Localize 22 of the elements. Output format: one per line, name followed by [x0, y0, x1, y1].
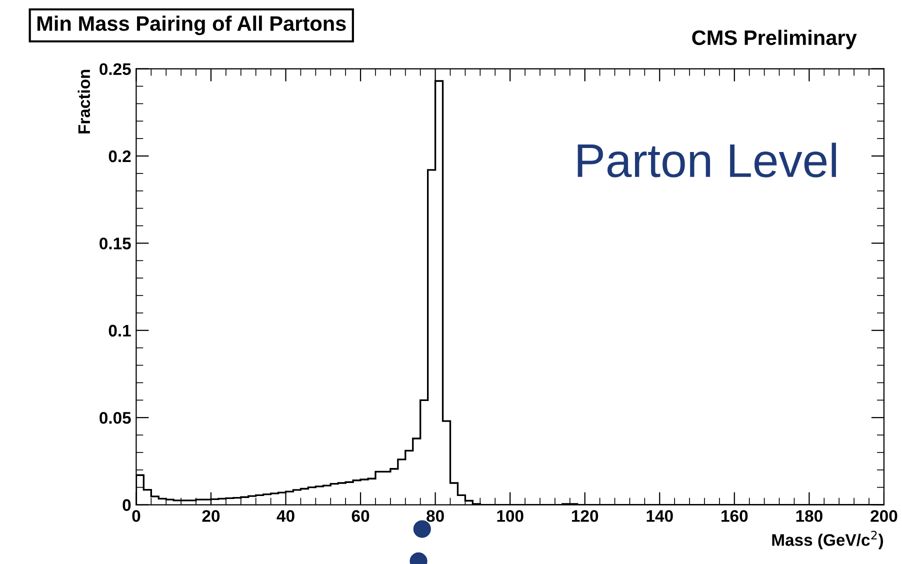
x-axis-title: Mass (GeV/c$^{2}$)	[772, 530, 884, 550]
y-tick-label: 0.05	[100, 412, 131, 424]
x-tick-label: 60	[352, 510, 370, 522]
y-tick-label: 0	[122, 499, 131, 511]
y-tick-label: 0.2	[108, 150, 131, 162]
y-tick-label: 0.1	[108, 324, 131, 337]
y-tick-label: 0.25	[100, 63, 131, 76]
x-tick-label: 80	[426, 510, 444, 522]
y-axis-title: Fraction	[78, 70, 90, 134]
x-tick-label: 20	[202, 510, 220, 522]
x-tick-label: 160	[722, 510, 748, 522]
x-tick-label: 120	[572, 510, 598, 522]
x-tick-label: 200	[870, 510, 898, 522]
x-tick-label: 40	[276, 510, 294, 522]
x-tick-label: 140	[646, 510, 673, 522]
chart-subtitle: CMS Preliminary	[692, 30, 857, 50]
x-tick-label: 100	[497, 510, 524, 522]
x-tick-label: 180	[796, 510, 822, 522]
y-tick-label: 0.15	[100, 238, 131, 250]
annotation: Parton Level	[578, 142, 836, 178]
chart-title: Min Mass Pairing of All Partons	[37, 16, 346, 36]
x-tick-label: 0	[132, 510, 140, 522]
